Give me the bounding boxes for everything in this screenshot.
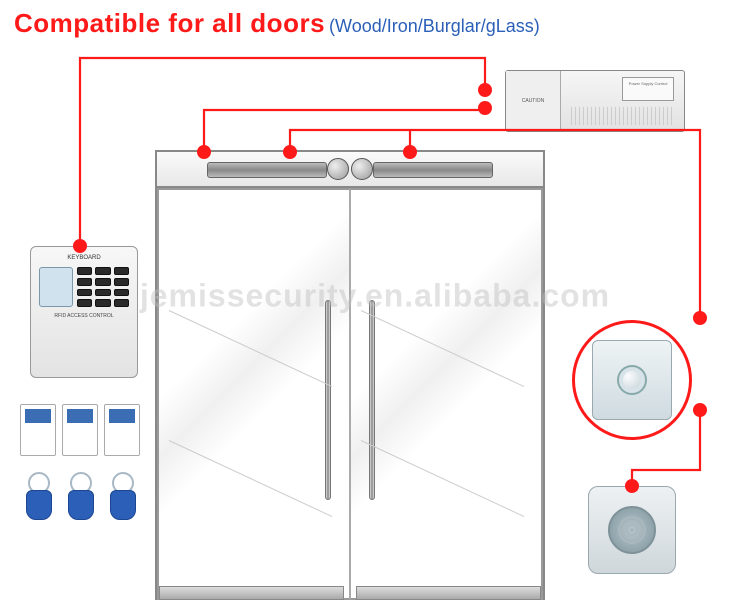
door-handle-right <box>369 300 375 500</box>
keypad-key <box>95 278 110 286</box>
keypad-key <box>77 289 92 297</box>
door-base-left <box>159 586 344 600</box>
lock-bolt-right <box>351 158 373 180</box>
psu-vents <box>571 107 674 125</box>
door-header-bar <box>157 152 543 188</box>
psu-label-plate: Power Supply Control <box>622 77 674 101</box>
key-fobs <box>24 472 138 526</box>
keypad-key <box>77 267 92 275</box>
psu-front-panel: CAUTION <box>506 71 561 131</box>
door-frame <box>155 150 545 600</box>
keypad-footer-label: RFID ACCESS CONTROL <box>39 313 129 319</box>
keypad-key <box>95 267 110 275</box>
exit-button <box>592 340 672 420</box>
doorbell-speaker-icon <box>608 506 656 554</box>
keypad-key <box>95 289 110 297</box>
title-sub: (Wood/Iron/Burglar/gLass) <box>329 16 540 37</box>
title-row: Compatible for all doors (Wood/Iron/Burg… <box>14 8 540 39</box>
key-fob <box>24 472 54 526</box>
proximity-cards <box>20 404 140 456</box>
proximity-card <box>20 404 56 456</box>
exit-push-icon <box>617 365 647 395</box>
title-main: Compatible for all doors <box>14 8 325 39</box>
power-supply-unit: CAUTION Power Supply Control <box>505 70 685 132</box>
keypad-key <box>77 299 92 307</box>
key-fob <box>66 472 96 526</box>
keypad-key <box>114 278 129 286</box>
keypad-key <box>114 289 129 297</box>
psu-caution-label: CAUTION <box>522 98 545 104</box>
key-fob <box>108 472 138 526</box>
psu-body: Power Supply Control <box>561 71 684 131</box>
doorbell <box>588 486 676 574</box>
proximity-card <box>62 404 98 456</box>
keypad-key <box>77 278 92 286</box>
door-leaf-right <box>350 188 543 600</box>
door-handle-left <box>325 300 331 500</box>
keypad-top-label: KEYBOARD <box>39 255 129 261</box>
exit-button-highlight <box>572 320 692 440</box>
access-keypad: KEYBOARD RFID ACCESS CONTROL <box>30 246 138 378</box>
lock-bolt-left <box>327 158 349 180</box>
electric-lock-right <box>373 162 493 178</box>
keypad-reader-icon <box>39 267 73 307</box>
door-leaf-left <box>157 188 350 600</box>
door-base-right <box>356 586 541 600</box>
proximity-card <box>104 404 140 456</box>
keypad-key <box>114 267 129 275</box>
keypad-key <box>114 299 129 307</box>
electric-lock-left <box>207 162 327 178</box>
keypad-key <box>95 299 110 307</box>
keypad-button-grid <box>77 267 129 307</box>
keypad-screen-row <box>39 267 129 307</box>
